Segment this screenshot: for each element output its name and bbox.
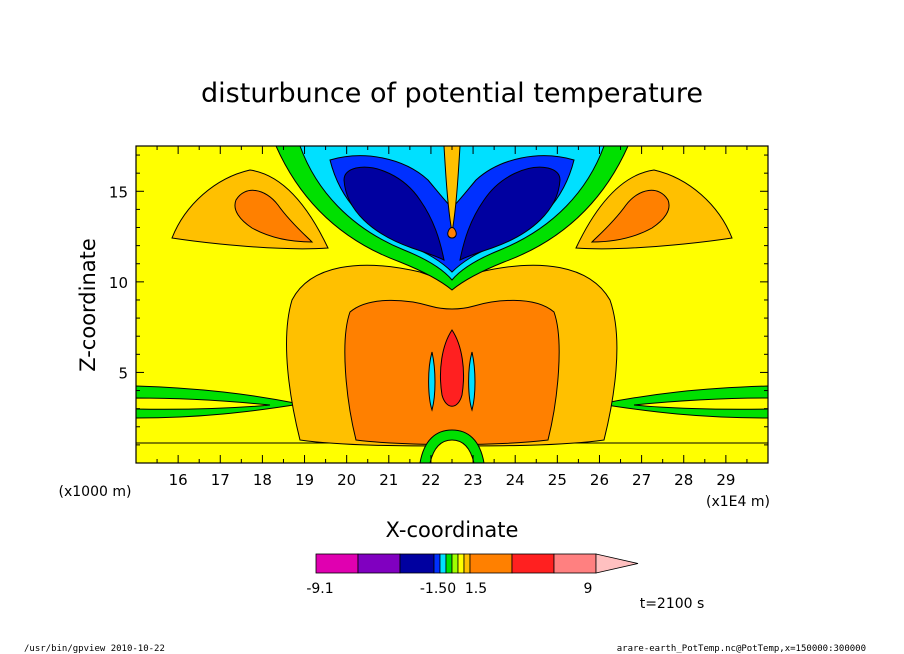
- x-tick-label: 16: [169, 471, 188, 489]
- x-axis: 16 17 18 19 20 21 22 23 24 25 26 27 28 29: [156, 146, 748, 489]
- contour-cyan-left-streak: [428, 351, 436, 412]
- y-tick-label: 15: [109, 183, 128, 201]
- y-axis-label: Z-coordinate: [76, 238, 100, 372]
- contour-upper-right-core: [590, 190, 670, 243]
- x-tick-label: 22: [421, 471, 440, 489]
- colorbar-segment: [469, 553, 513, 574]
- x-tick-label: 27: [632, 471, 651, 489]
- colorbar-label: -1.50: [420, 581, 456, 597]
- contour-red-core: [439, 329, 465, 407]
- contour-darkblue-left: [343, 166, 445, 261]
- colorbar-segment: [553, 553, 597, 574]
- y-unit-label: (x1000 m): [59, 484, 132, 500]
- colorbar-segment: [433, 553, 441, 574]
- colorbar-segment: [439, 553, 447, 574]
- y-tick-label: 10: [109, 274, 128, 292]
- colorbar-segment: [357, 553, 401, 574]
- x-tick-label: 28: [674, 471, 693, 489]
- colorbar-segment: [399, 553, 435, 574]
- x-tick-label: 24: [506, 471, 525, 489]
- colorbar-segment: [451, 553, 459, 574]
- colorbar-label: 9: [584, 581, 593, 597]
- chart-title: disturbunce of potential temperature: [201, 78, 703, 109]
- colorbar-segment: [445, 553, 453, 574]
- x-axis-label: X-coordinate: [386, 518, 519, 542]
- x-tick-label: 19: [295, 471, 314, 489]
- contour-upper-left-core: [234, 190, 314, 243]
- colorbar-segment: [463, 553, 471, 574]
- y-axis: 5 10 15: [109, 154, 768, 446]
- x-tick-label: 23: [464, 471, 483, 489]
- colorbar-arrow: [595, 553, 639, 574]
- time-label: t=2100 s: [640, 596, 705, 612]
- colorbar-segment: [315, 553, 359, 574]
- colorbar-segment: [511, 553, 555, 574]
- footer-right: arare-earth_PotTemp.nc@PotTemp,x=150000:…: [617, 644, 866, 654]
- contour-yellow-ground: [429, 439, 475, 463]
- contour-center-small-orange: [447, 227, 457, 239]
- colorbar-label: -9.1: [306, 581, 333, 597]
- colorbar-segment: [457, 553, 465, 574]
- x-tick-label: 17: [211, 471, 230, 489]
- colorbar: -9.1 -1.50 1.5 9: [306, 553, 639, 597]
- x-tick-label: 26: [590, 471, 609, 489]
- contour-yellow-inner-left: [136, 397, 271, 410]
- x-tick-label: 18: [253, 471, 272, 489]
- x-tick-label: 25: [548, 471, 567, 489]
- contour-cyan-right-streak: [468, 351, 476, 412]
- x-tick-label: 29: [716, 471, 735, 489]
- contour-yellow-inner-right: [633, 397, 768, 410]
- contour-darkblue-right: [459, 166, 561, 261]
- x-unit-label: (x1E4 m): [706, 494, 770, 510]
- y-tick-label: 5: [118, 364, 128, 382]
- x-tick-label: 21: [379, 471, 398, 489]
- x-tick-label: 20: [337, 471, 356, 489]
- footer-left: /usr/bin/gpview 2010-10-22: [24, 644, 165, 654]
- colorbar-label: 1.5: [465, 581, 487, 597]
- plot-area: [136, 146, 768, 463]
